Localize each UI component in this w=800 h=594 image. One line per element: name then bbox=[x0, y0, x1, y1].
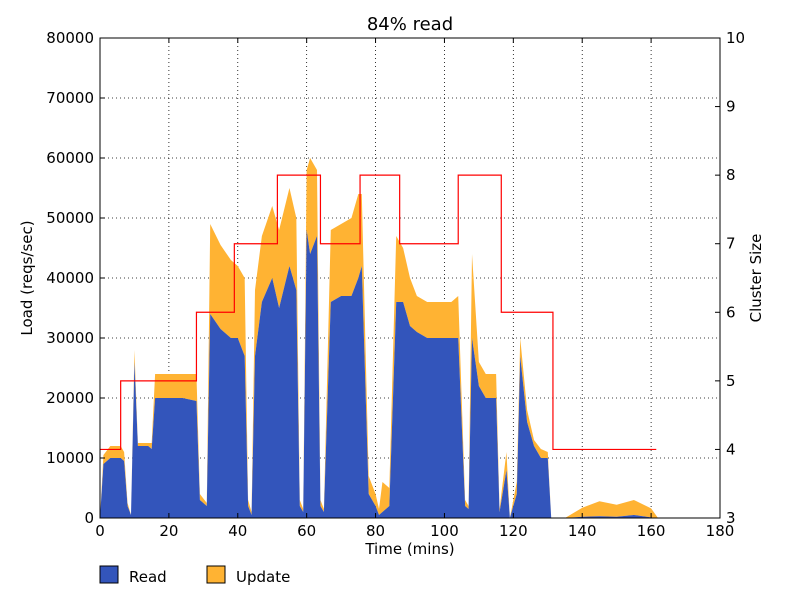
y-tick-label: 10000 bbox=[46, 449, 94, 467]
y2-tick-label: 9 bbox=[726, 98, 736, 116]
y2-tick-label: 8 bbox=[726, 166, 736, 184]
legend-label-update: Update bbox=[236, 568, 290, 586]
legend: Read Update bbox=[99, 565, 290, 586]
x-tick-label: 180 bbox=[706, 522, 735, 540]
y2-tick-label: 4 bbox=[726, 440, 736, 458]
x-tick-label: 100 bbox=[430, 522, 459, 540]
x-tick-label: 80 bbox=[366, 522, 385, 540]
y-tick-label: 60000 bbox=[46, 149, 94, 167]
y2-tick-label: 5 bbox=[726, 372, 736, 390]
y-tick-label: 50000 bbox=[46, 209, 94, 227]
y-tick-label: 70000 bbox=[46, 89, 94, 107]
y2-axis-label: Cluster Size bbox=[747, 234, 765, 323]
y-tick-label: 80000 bbox=[46, 29, 94, 47]
chart-title: 84% read bbox=[367, 14, 453, 35]
y2-tick-label: 6 bbox=[726, 303, 736, 321]
legend-label-read: Read bbox=[129, 568, 167, 586]
legend-swatch-read bbox=[99, 565, 119, 584]
cluster-size-step-line bbox=[100, 174, 657, 451]
x-tick-label: 140 bbox=[568, 522, 597, 540]
y-tick-label: 40000 bbox=[46, 269, 94, 287]
y-tick-label: 20000 bbox=[46, 389, 94, 407]
x-tick-label: 40 bbox=[228, 522, 247, 540]
y2-tick-label: 10 bbox=[726, 29, 745, 47]
stacked-areas bbox=[100, 158, 658, 518]
legend-swatch-update bbox=[206, 565, 226, 584]
x-tick-label: 0 bbox=[95, 522, 105, 540]
x-tick-label: 160 bbox=[637, 522, 666, 540]
y2-tick-label: 7 bbox=[726, 235, 736, 253]
y-axis-label: Load (reqs/sec) bbox=[18, 220, 36, 335]
read-area bbox=[100, 230, 658, 518]
x-tick-label: 60 bbox=[297, 522, 316, 540]
y-tick-label: 0 bbox=[84, 509, 94, 527]
x-axis-label: Time (mins) bbox=[364, 540, 454, 558]
cluster-size-line bbox=[100, 174, 657, 451]
y2-tick-label: 3 bbox=[726, 509, 736, 527]
ticks: 0 20 40 60 80 100 120 140 160 180 0 10000 20000 30000… bbox=[46, 29, 745, 540]
x-tick-label: 20 bbox=[159, 522, 178, 540]
x-tick-label: 120 bbox=[499, 522, 528, 540]
y-tick-label: 30000 bbox=[46, 329, 94, 347]
